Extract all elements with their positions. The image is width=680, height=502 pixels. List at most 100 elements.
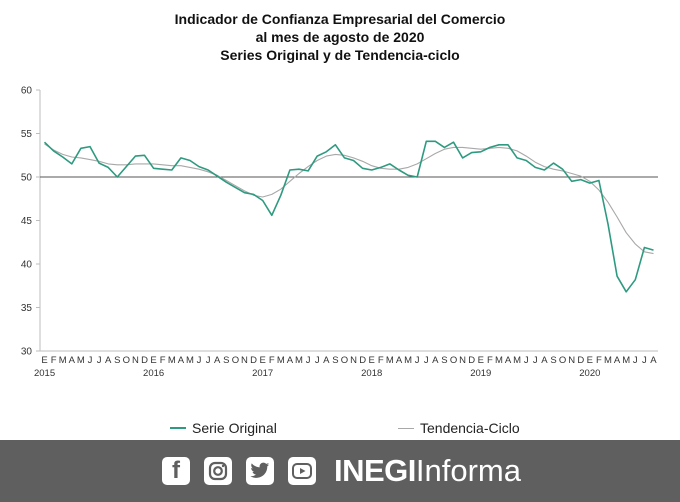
- series-line-trend: [44, 143, 654, 255]
- x-tick-label: M: [513, 355, 521, 366]
- x-tick-label: A: [178, 355, 185, 366]
- x-tick-label: N: [350, 355, 357, 366]
- x-tick-label: A: [396, 355, 403, 366]
- facebook-icon[interactable]: f: [162, 457, 190, 485]
- legend-item-original: Serie Original: [170, 420, 277, 436]
- x-tick-label: D: [250, 355, 257, 366]
- x-tick-label: F: [51, 355, 57, 366]
- x-tick-label: N: [241, 355, 248, 366]
- x-tick-label: S: [441, 355, 447, 366]
- x-tick-label: A: [541, 355, 548, 366]
- brand-strong: INEGI: [334, 453, 416, 488]
- x-tick-label: M: [277, 355, 285, 366]
- x-tick-label: N: [568, 355, 575, 366]
- x-tick-label: A: [69, 355, 76, 366]
- x-tick-label: M: [295, 355, 303, 366]
- inegi-informa-logo: INEGIInforma: [334, 452, 521, 490]
- instagram-icon[interactable]: [204, 457, 232, 485]
- legend-swatch-trend: [398, 427, 414, 429]
- title-line-3: Series Original y de Tendencia-ciclo: [220, 47, 460, 63]
- title-line-1: Indicador de Confianza Empresarial del C…: [174, 11, 506, 27]
- x-year-label: 2019: [470, 368, 491, 379]
- x-tick-label: E: [369, 355, 375, 366]
- brand-light: Informa: [415, 453, 522, 488]
- series-line-original: [43, 140, 654, 293]
- x-tick-label: S: [550, 355, 556, 366]
- x-tick-label: O: [232, 355, 239, 366]
- x-tick-label: E: [41, 355, 47, 366]
- chart-title: Indicador de Confianza Empresarial del C…: [0, 10, 680, 64]
- legend-swatch-original: [170, 427, 186, 429]
- x-tick-label: E: [587, 355, 593, 366]
- x-tick-label: O: [559, 355, 566, 366]
- x-tick-label: F: [487, 355, 493, 366]
- x-tick-label: F: [596, 355, 602, 366]
- x-tick-label: J: [524, 355, 529, 366]
- twitter-icon[interactable]: [246, 457, 274, 485]
- x-tick-label: J: [88, 355, 93, 366]
- legend: Serie Original Tendencia-Ciclo: [0, 420, 680, 440]
- x-tick-label: J: [533, 355, 538, 366]
- x-year-label: 2016: [143, 368, 164, 379]
- x-tick-label: J: [642, 355, 647, 366]
- x-tick-label: A: [505, 355, 512, 366]
- x-tick-label: J: [206, 355, 211, 366]
- x-tick-label: D: [141, 355, 148, 366]
- x-tick-label: N: [132, 355, 139, 366]
- x-tick-label: F: [269, 355, 275, 366]
- x-tick-label: M: [77, 355, 85, 366]
- x-tick-label: O: [341, 355, 348, 366]
- x-tick-label: A: [432, 355, 439, 366]
- title-line-2: al mes de agosto de 2020: [255, 29, 425, 45]
- y-tick-label: 30: [21, 347, 33, 358]
- x-tick-label: F: [378, 355, 384, 366]
- x-tick-label: S: [332, 355, 338, 366]
- x-year-label: 2020: [579, 368, 600, 379]
- x-tick-label: M: [186, 355, 194, 366]
- x-tick-label: A: [105, 355, 112, 366]
- x-year-label: 2018: [361, 368, 382, 379]
- x-tick-label: J: [306, 355, 311, 366]
- x-year-label: 2015: [34, 368, 55, 379]
- legend-item-trend: Tendencia-Ciclo: [398, 420, 520, 436]
- x-tick-label: D: [359, 355, 366, 366]
- x-tick-label: A: [214, 355, 221, 366]
- x-tick-label: J: [415, 355, 420, 366]
- youtube-icon[interactable]: [288, 457, 316, 485]
- x-tick-label: M: [604, 355, 612, 366]
- legend-label-original: Serie Original: [192, 420, 277, 436]
- x-tick-label: M: [59, 355, 67, 366]
- y-tick-label: 60: [21, 86, 33, 97]
- x-tick-label: M: [386, 355, 394, 366]
- x-tick-label: D: [468, 355, 475, 366]
- x-tick-label: O: [450, 355, 457, 366]
- x-tick-label: A: [287, 355, 294, 366]
- x-tick-label: M: [622, 355, 630, 366]
- x-tick-label: M: [495, 355, 503, 366]
- x-tick-label: A: [650, 355, 657, 366]
- x-tick-label: F: [160, 355, 166, 366]
- x-tick-label: J: [97, 355, 102, 366]
- footer-bar: f INEGIInforma: [0, 440, 680, 502]
- x-year-label: 2017: [252, 368, 273, 379]
- x-tick-label: J: [315, 355, 320, 366]
- x-tick-label: N: [459, 355, 466, 366]
- x-tick-label: D: [577, 355, 584, 366]
- y-tick-label: 35: [21, 303, 33, 314]
- legend-label-trend: Tendencia-Ciclo: [420, 420, 520, 436]
- y-tick-label: 50: [21, 173, 33, 184]
- x-tick-label: M: [404, 355, 412, 366]
- x-tick-label: S: [114, 355, 120, 366]
- y-tick-label: 55: [21, 129, 33, 140]
- x-tick-label: O: [123, 355, 130, 366]
- x-tick-label: E: [150, 355, 156, 366]
- x-tick-label: E: [478, 355, 484, 366]
- x-tick-label: A: [614, 355, 621, 366]
- x-tick-label: S: [223, 355, 229, 366]
- x-tick-label: M: [168, 355, 176, 366]
- y-tick-label: 40: [21, 260, 33, 271]
- x-tick-label: E: [259, 355, 265, 366]
- x-tick-label: J: [424, 355, 429, 366]
- y-tick-label: 45: [21, 216, 33, 227]
